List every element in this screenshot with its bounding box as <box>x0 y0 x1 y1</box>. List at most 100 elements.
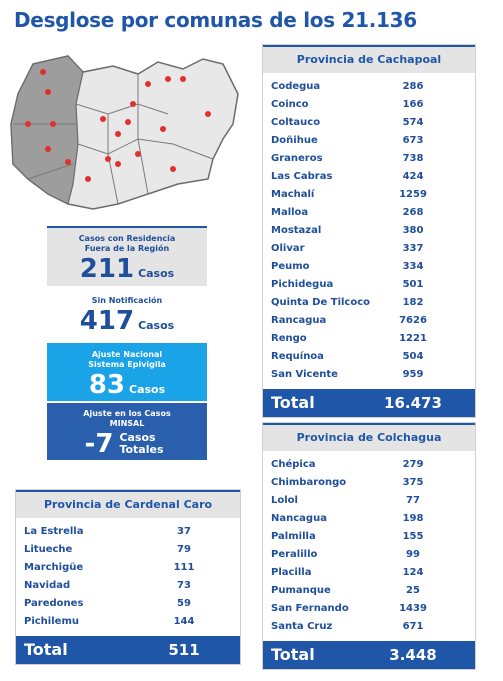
stat-value: -7 <box>84 429 114 459</box>
commune-name: Doñihue <box>271 135 318 146</box>
case-count: 424 <box>402 171 424 182</box>
case-count: 268 <box>402 207 424 218</box>
case-count: 574 <box>402 117 424 128</box>
table-row: Peumo 334 <box>263 258 475 276</box>
case-count: 198 <box>402 513 424 524</box>
province-table: Provincia de Colchagua Chépica 279 Chimbaro… <box>262 422 476 670</box>
commune-name: Litueche <box>24 544 73 555</box>
case-count: 111 <box>173 562 195 573</box>
table-row: Chépica 279 <box>263 456 475 474</box>
commune-name: Navidad <box>24 580 71 591</box>
case-count: 1221 <box>399 333 427 344</box>
table-row: Olivar 337 <box>263 240 475 258</box>
commune-name: Coltauco <box>271 117 321 128</box>
total-row: Total 511 <box>16 636 240 664</box>
case-count: 7626 <box>399 315 427 326</box>
title: Desglose por comunas de los 21.136 <box>14 8 417 32</box>
commune-name: Nancagua <box>271 513 327 524</box>
commune-name: Rengo <box>271 333 307 344</box>
province-table: Provincia de Cachapoal Codegua 286 Coinco 16… <box>262 44 476 418</box>
province-table: Provincia de Cardenal Caro La Estrella 37 L… <box>15 489 241 665</box>
table-row: San Vicente 959 <box>263 366 475 384</box>
table-row: La Estrella 37 <box>16 523 240 541</box>
table-row: Marchigüe 111 <box>16 559 240 577</box>
total-label: Total <box>271 645 315 664</box>
stat-label: Ajuste Nacional Sistema Epivigila <box>88 350 166 369</box>
table-row: Quinta De Tilcoco 182 <box>263 294 475 312</box>
table-row: Doñihue 673 <box>263 132 475 150</box>
commune-name: La Estrella <box>24 526 84 537</box>
case-count: 501 <box>402 279 424 290</box>
table-row: Pumanque 25 <box>263 582 475 600</box>
case-count: 279 <box>402 459 424 470</box>
commune-name: Quinta De Tilcoco <box>271 297 371 308</box>
total-value: 16.473 <box>384 394 442 412</box>
case-count: 37 <box>177 526 191 537</box>
table-row: Placilla 124 <box>263 564 475 582</box>
stat-value: 211 <box>79 254 135 284</box>
table-header: Provincia de Cachapoal <box>263 45 475 73</box>
stat-unit: Casos <box>129 383 166 396</box>
commune-name: Coinco <box>271 99 309 110</box>
commune-name: Pichilemu <box>24 616 79 627</box>
table-row: Mostazal 380 <box>263 222 475 240</box>
stat-box: Casos con Residencia Fuera de la Región … <box>47 226 207 286</box>
case-count: 286 <box>402 81 424 92</box>
commune-name: Pumanque <box>271 585 331 596</box>
commune-name: Peumo <box>271 261 310 272</box>
case-count: 1259 <box>399 189 427 200</box>
table-body: Codegua 286 Coinco 166 Coltauco 574 Doñihue 673… <box>263 73 475 389</box>
commune-name: Codegua <box>271 81 321 92</box>
commune-name: San Vicente <box>271 369 338 380</box>
case-count: 673 <box>402 135 424 146</box>
total-row: Total 3.448 <box>263 641 475 669</box>
case-count: 155 <box>402 531 424 542</box>
table-row: Machalí 1259 <box>263 186 475 204</box>
stat-value: 417 <box>79 306 135 336</box>
stat-unit: Casos <box>138 267 175 280</box>
table-row: Requínoa 504 <box>263 348 475 366</box>
case-count: 959 <box>402 369 424 380</box>
table-header: Provincia de Colchagua <box>263 423 475 451</box>
commune-name: Requínoa <box>271 351 324 362</box>
commune-name: Olivar <box>271 243 305 254</box>
table-row: Santa Cruz 671 <box>263 618 475 636</box>
total-value: 511 <box>168 641 200 659</box>
total-label: Total <box>271 393 315 412</box>
stat-box: Ajuste Nacional Sistema Epivigila 83 Caso… <box>47 343 207 401</box>
table-row: Coltauco 574 <box>263 114 475 132</box>
region-map <box>10 55 239 210</box>
case-count: 375 <box>402 477 424 488</box>
table-row: Chimbarongo 375 <box>263 474 475 492</box>
commune-name: Placilla <box>271 567 312 578</box>
total-label: Total <box>24 640 68 659</box>
table-row: Graneros 738 <box>263 150 475 168</box>
commune-name: Mostazal <box>271 225 322 236</box>
commune-name: Machalí <box>271 189 315 200</box>
table-row: Lolol 77 <box>263 492 475 510</box>
stat-label: Ajuste en los Casos MINSAL <box>83 409 171 428</box>
table-row: Nancagua 198 <box>263 510 475 528</box>
case-count: 738 <box>402 153 424 164</box>
stat-box: Sin Notificación 417 Casos <box>47 292 207 338</box>
stat-box: Ajuste en los Casos MINSAL -7 Casos Total… <box>47 403 207 460</box>
table-row: Palmilla 155 <box>263 528 475 546</box>
table-row: Las Cabras 424 <box>263 168 475 186</box>
commune-name: San Fernando <box>271 603 349 614</box>
stat-label: Sin Notificación <box>91 296 163 305</box>
commune-name: Marchigüe <box>24 562 84 573</box>
commune-name: Las Cabras <box>271 171 333 182</box>
stat-unit: Casos <box>138 319 175 332</box>
commune-name: Paredones <box>24 598 84 609</box>
commune-name: Pichidegua <box>271 279 334 290</box>
commune-name: Peralillo <box>271 549 318 560</box>
commune-name: Palmilla <box>271 531 316 542</box>
table-row: Pichidegua 501 <box>263 276 475 294</box>
total-value: 3.448 <box>389 646 437 664</box>
table-row: Coinco 166 <box>263 96 475 114</box>
table-row: Litueche 79 <box>16 541 240 559</box>
commune-name: Graneros <box>271 153 323 164</box>
case-count: 380 <box>402 225 424 236</box>
table-row: Paredones 59 <box>16 595 240 613</box>
